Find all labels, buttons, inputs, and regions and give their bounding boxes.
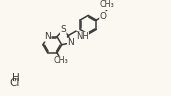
- Text: H: H: [12, 73, 20, 83]
- Text: Cl: Cl: [9, 78, 20, 88]
- Text: N: N: [68, 38, 74, 47]
- Text: CH₃: CH₃: [100, 0, 115, 9]
- Text: O: O: [100, 12, 107, 21]
- Text: NH: NH: [76, 32, 89, 41]
- Text: S: S: [60, 25, 66, 34]
- Text: CH₃: CH₃: [54, 56, 69, 65]
- Text: N: N: [44, 32, 51, 41]
